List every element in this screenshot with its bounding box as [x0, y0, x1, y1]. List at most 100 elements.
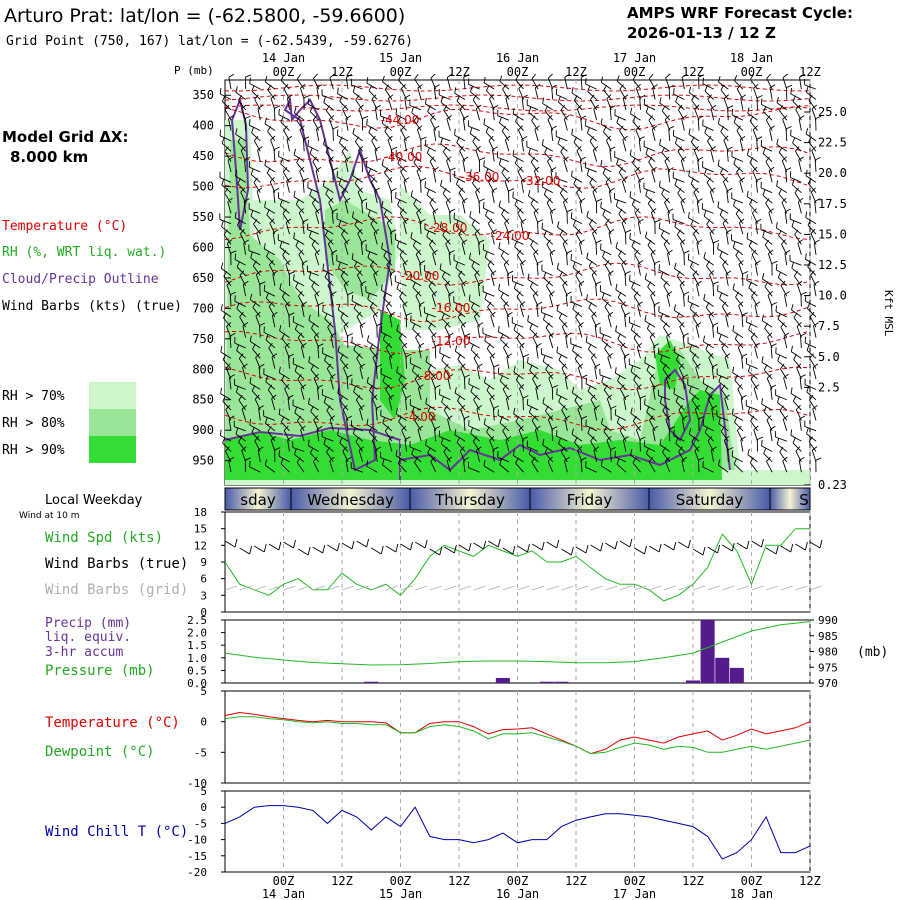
wind-barb-staff: [703, 215, 714, 225]
wind-barb-flag: [243, 198, 250, 202]
wind-barb-flag: [339, 437, 343, 443]
wind-barb-staff: [528, 411, 539, 421]
wind-barb-staff: [351, 300, 363, 307]
wind-barb-flag: [420, 136, 427, 140]
wind-barb-flag: [307, 139, 309, 147]
temperature-contour: [224, 165, 811, 189]
wind-barb-staff: [491, 191, 495, 204]
wind-barb-flag: [484, 334, 487, 341]
wind-barb-flag: [530, 198, 535, 205]
wind-barb-flag: [514, 199, 518, 206]
wind-barb-staff: [557, 143, 568, 152]
wind-barb-flag: [303, 95, 310, 99]
wind-barb-flag: [690, 219, 694, 226]
wind-barb-flag: [601, 334, 605, 341]
wind-barb-staff: [272, 232, 276, 245]
wind-barb-staff: [442, 234, 451, 245]
wind-barb-staff: [726, 149, 729, 162]
wind-barb-staff: [252, 307, 261, 318]
wind-barb-staff: [691, 400, 700, 411]
wind-barb-flag: [549, 249, 556, 254]
wind-barb-staff: [668, 87, 671, 100]
wind-barb-flag: [312, 456, 318, 462]
wind-barb-staff: [564, 460, 568, 473]
wind-barb-flag: [264, 159, 267, 166]
wind-barb-staff: [585, 125, 597, 131]
wind-barb-staff: [417, 87, 422, 100]
dewpoint-series: [224, 716, 811, 755]
wind-barb-staff: [812, 408, 817, 421]
wind-barb-flag: [282, 167, 288, 173]
wind-barb-flag: [280, 158, 284, 165]
wind-barb-flag: [266, 250, 270, 257]
wind-barb-flag: [690, 178, 695, 185]
wind-barb-staff: [228, 77, 232, 90]
wind-barb-staff: [766, 461, 773, 473]
wind-barb-flag: [331, 291, 337, 296]
wind-barb-flag: [324, 354, 328, 361]
wind-barb-staff: [798, 118, 802, 131]
wind-barb-staff: [785, 128, 788, 141]
wind-barb-staff: [383, 297, 393, 307]
wind-barb-flag: [424, 181, 426, 188]
precip-bar: [554, 681, 569, 683]
wind-barb-staff: [784, 253, 788, 266]
wind-barb-flag: [288, 353, 294, 358]
wind-barb-staff: [529, 328, 539, 338]
wind-barb-staff: [800, 335, 802, 349]
wind-barb-staff: [471, 224, 480, 235]
wind-barb-staff: [675, 442, 685, 452]
wind-barb-staff: [663, 327, 671, 338]
y-tick-label: 6: [200, 573, 207, 586]
wind-barb-staff: [502, 430, 510, 442]
wind-barb-flag: [644, 398, 646, 405]
wind-barb-flag: [402, 342, 408, 348]
wind-barb-flag: [302, 177, 309, 182]
wind-barb-flag: [571, 428, 574, 435]
wind-barb-staff: [267, 431, 276, 442]
wind-barb-flag: [805, 253, 807, 260]
wind-barb-staff: [395, 239, 407, 245]
wind-barb-staff: [692, 316, 700, 328]
rh80-swatch: [89, 409, 136, 436]
forecast-cycle-label: AMPS WRF Forecast Cycle:: [627, 4, 853, 22]
wind-barb-flag: [220, 304, 223, 311]
wind-barb-staff: [410, 362, 422, 370]
wind-barb-staff: [804, 342, 817, 349]
wind-barb-flag: [674, 179, 678, 186]
wind-barb-staff: [528, 153, 539, 162]
wind-barb-staff: [359, 408, 364, 421]
wind-barb-staff: [665, 377, 671, 390]
wind-barb-flag: [791, 178, 795, 185]
pressure-tick-label: 900: [192, 423, 214, 437]
wind-barb-flag: [739, 218, 745, 223]
wind-barb-flag: [763, 447, 767, 454]
wind-barb-staff: [762, 153, 773, 162]
wind-barb-flag: [381, 458, 385, 465]
wind-barb-staff: [585, 83, 597, 90]
wind-barb-staff: [629, 155, 641, 162]
wind-barb-staff: [799, 77, 802, 90]
y-tick-label: -10: [187, 834, 207, 847]
wind-barb-staff: [429, 161, 437, 173]
wind-barb-flag: [650, 290, 656, 296]
wind-barb-flag: [489, 394, 495, 400]
wind-barb-flag: [688, 428, 692, 435]
wind-barb-staff: [595, 284, 598, 297]
wind-barb-staff: [251, 90, 261, 100]
wind-barb-staff: [536, 304, 539, 317]
wind-barb-staff: [811, 450, 817, 462]
wind-barb-flag: [341, 146, 347, 152]
wind-barb-staff: [486, 348, 495, 359]
temp-panel-frame: [224, 690, 811, 784]
temperature-contour-label: -16.00: [432, 301, 471, 315]
wind-barb-staff: [600, 207, 612, 214]
wind-barb-flag: [432, 249, 438, 254]
wind-barb-staff: [325, 193, 334, 204]
wind-chill-label: Wind Chill T (°C): [45, 824, 188, 840]
wind-barb-staff: [807, 266, 817, 276]
wind-barb-staff: [522, 439, 524, 452]
wind-barb-staff: [522, 398, 524, 411]
wind-barb-flag: [709, 270, 715, 275]
